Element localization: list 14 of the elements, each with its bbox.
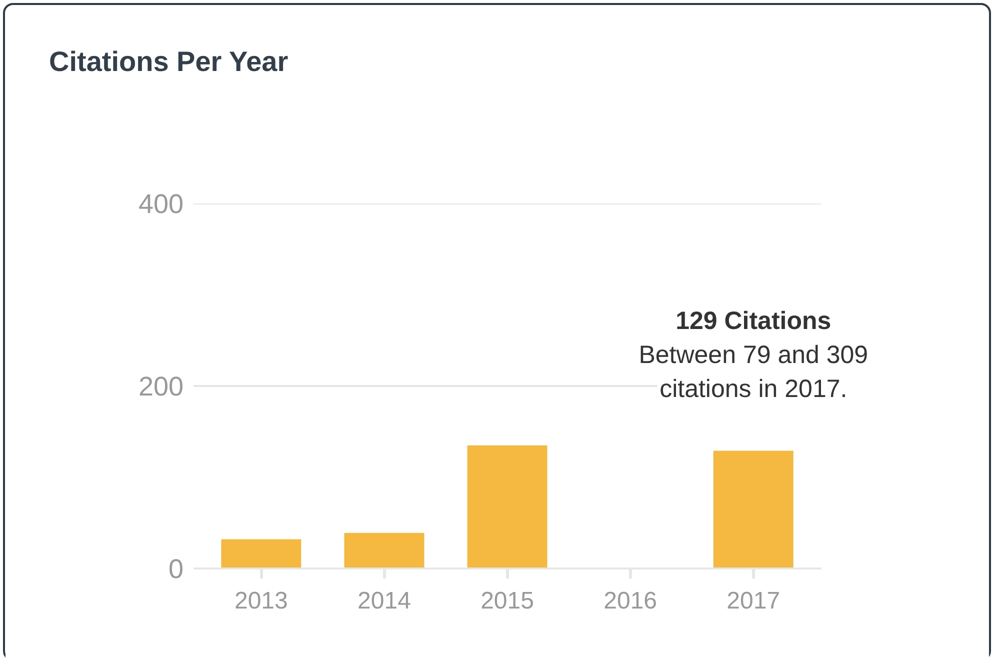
bar (713, 450, 794, 568)
y-tick-label: 0 (168, 554, 184, 584)
x-tick-label: 2013 (234, 588, 288, 614)
y-tick-label: 200 (138, 372, 184, 402)
x-tick-label: 2017 (726, 588, 780, 614)
y-tick-label: 400 (138, 189, 184, 219)
bar (467, 445, 548, 568)
chart-title: Citations Per Year (49, 46, 288, 78)
x-tick-label: 2014 (358, 588, 411, 614)
x-tick-label: 2015 (480, 588, 534, 614)
bar (344, 532, 424, 568)
bar (221, 539, 302, 568)
annotation: 129 Citations Between 79 and 309 citations in 2017. (638, 306, 868, 403)
x-tick-label: 2016 (604, 588, 658, 614)
